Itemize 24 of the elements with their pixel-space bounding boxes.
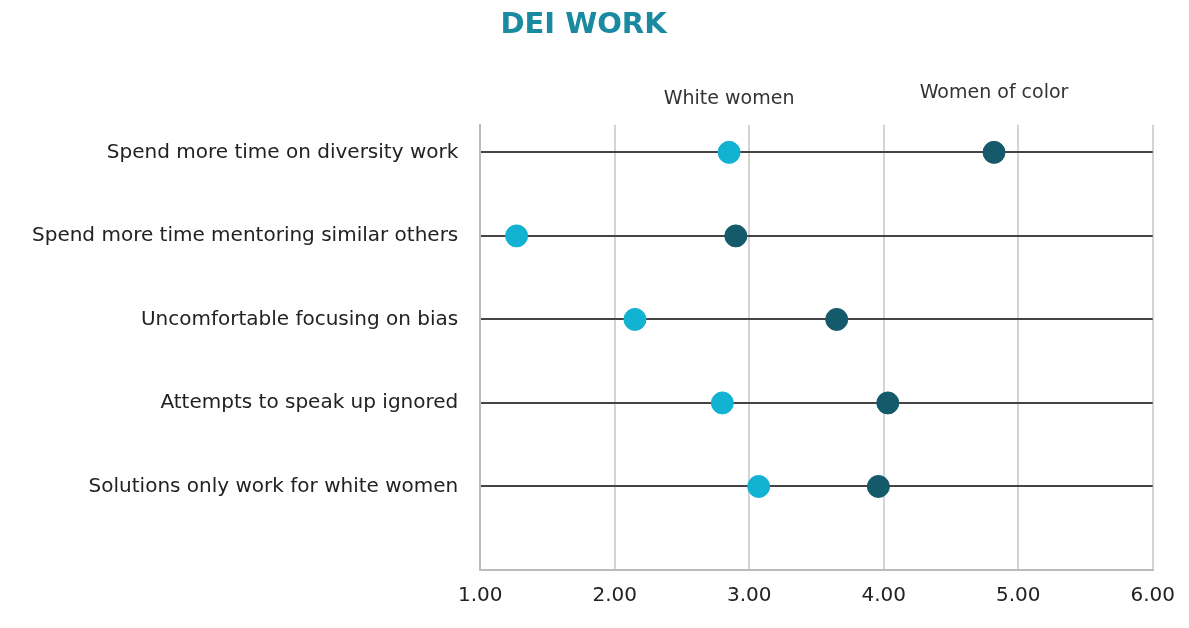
point <box>724 224 748 248</box>
point <box>623 307 647 331</box>
point <box>747 474 771 498</box>
y-tick-label: Spend more time mentoring similar others <box>31 222 459 247</box>
text: White women <box>663 86 795 109</box>
chart-title: DEI WORK <box>500 5 669 40</box>
x-tick-label: 4.00 <box>861 582 907 607</box>
point <box>710 391 734 415</box>
x-tick-label: 6.00 <box>1130 582 1175 607</box>
point <box>866 474 890 498</box>
x-tick-label: 3.00 <box>727 582 772 607</box>
point <box>505 224 529 248</box>
point <box>825 307 849 331</box>
y-tick-label: Uncomfortable focusing on bias <box>140 305 459 330</box>
x-tick-label: 1.00 <box>458 582 503 607</box>
x-tick-label: 2.00 <box>592 582 638 607</box>
point <box>876 391 900 415</box>
point <box>982 140 1006 164</box>
text: Women of color <box>919 80 1069 103</box>
y-tick-label: Spend more time on diversity work <box>106 138 459 163</box>
x-tick-label: 5.00 <box>995 582 1041 607</box>
y-tick-label: Attempts to speak up ignored <box>160 389 459 414</box>
y-tick-label: Solutions only work for white women <box>88 472 459 497</box>
point <box>717 140 741 164</box>
